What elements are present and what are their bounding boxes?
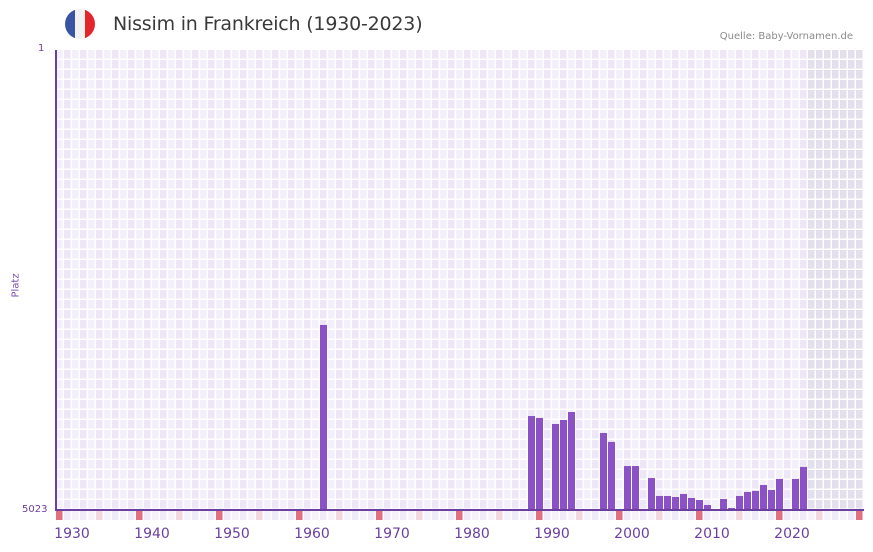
flag-blue-stripe: [65, 9, 75, 39]
x-axis-line: [55, 509, 864, 511]
bar-2014[interactable]: [728, 507, 735, 510]
bar-1992[interactable]: [552, 423, 559, 510]
bar-1990[interactable]: [536, 417, 543, 510]
flag-red-stripe: [85, 9, 95, 39]
bar-1963[interactable]: [320, 324, 327, 510]
bar-1999[interactable]: [608, 441, 615, 510]
bar-2016[interactable]: [744, 491, 751, 510]
x-axis-label: 1940: [134, 526, 170, 542]
y-axis-bottom-label: 5023: [22, 504, 48, 515]
bar-2020[interactable]: [776, 478, 783, 510]
x-axis-label: 1930: [54, 526, 90, 542]
x-axis-label: 1970: [374, 526, 410, 542]
bar-2004[interactable]: [648, 478, 655, 510]
bar-2017[interactable]: [752, 490, 759, 510]
chart-title: Nissim in Frankreich (1930-2023): [113, 13, 423, 35]
x-axis-label: 2010: [694, 526, 730, 542]
flag-white-stripe: [75, 9, 85, 39]
bar-1998[interactable]: [600, 432, 607, 510]
bar-2023[interactable]: [800, 466, 807, 510]
bar-2001[interactable]: [624, 466, 631, 510]
y-axis-top-label: 1: [38, 43, 45, 54]
year-markers: [56, 511, 863, 520]
source-credit: Quelle: Baby-Vornamen.de: [719, 31, 853, 42]
x-axis-label: 2000: [614, 526, 650, 542]
x-axis-label: 1950: [214, 526, 250, 542]
plot-area: [56, 50, 864, 510]
france-flag-icon: [65, 9, 95, 39]
x-axis-label: 1980: [454, 526, 490, 542]
bar-2018[interactable]: [760, 484, 767, 510]
bar-1989[interactable]: [528, 416, 535, 510]
bar-2013[interactable]: [720, 499, 727, 510]
x-axis-label: 1960: [294, 526, 330, 542]
bar-1993[interactable]: [560, 419, 567, 510]
bar-2002[interactable]: [632, 466, 639, 510]
bar-2009[interactable]: [688, 498, 695, 510]
x-axis-label: 1990: [534, 526, 570, 542]
x-axis-label: 2020: [774, 526, 810, 542]
bar-2011[interactable]: [704, 504, 711, 510]
x-axis-labels: 1930 1940 1950 1960 1970 1980 1990 2000 2010 2020: [0, 526, 873, 546]
bar-2008[interactable]: [680, 493, 687, 510]
chart-grid: [56, 50, 863, 510]
bar-2019[interactable]: [768, 489, 775, 510]
bar-2022[interactable]: [792, 478, 799, 510]
bar-2005[interactable]: [656, 495, 663, 510]
y-axis-title: Platz: [10, 273, 22, 298]
bar-2006[interactable]: [664, 495, 671, 510]
bar-2010[interactable]: [696, 500, 703, 510]
bar-2015[interactable]: [736, 495, 743, 510]
bar-2007[interactable]: [672, 496, 679, 510]
y-axis-line: [55, 50, 57, 511]
bar-1994[interactable]: [568, 411, 575, 510]
